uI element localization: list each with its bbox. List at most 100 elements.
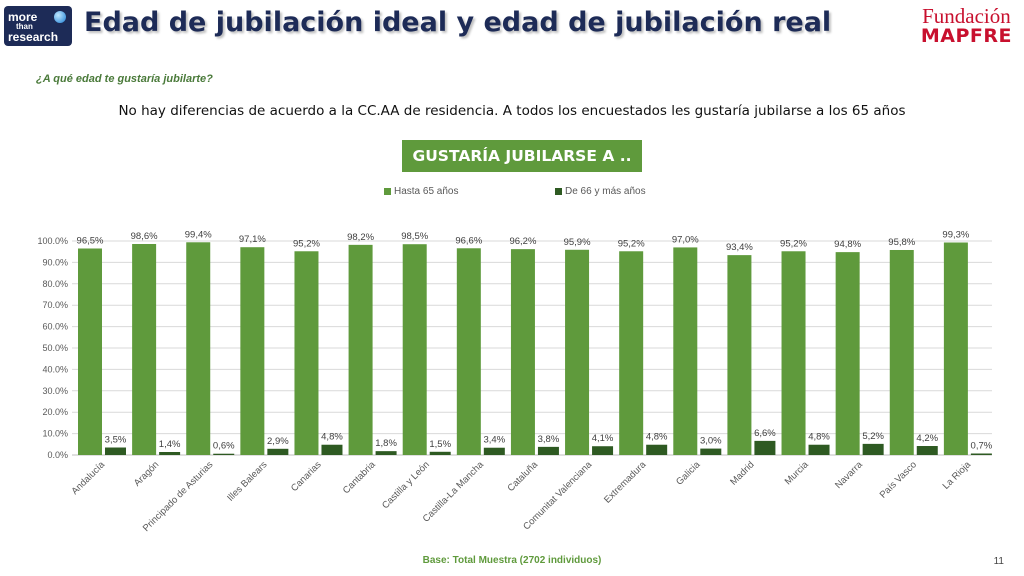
- y-tick-label: 30.0%: [42, 386, 68, 396]
- data-label: 3,0%: [700, 436, 722, 447]
- x-tick-label: Extremadura: [602, 459, 649, 506]
- brand-line-2: MAPFRE: [920, 25, 1012, 47]
- logo-line-1: more: [8, 10, 38, 24]
- bar-de-66-mas: [754, 440, 776, 455]
- x-tick-label: Cataluña: [505, 459, 540, 494]
- bar-de-66-mas: [916, 446, 938, 455]
- bar-de-66-mas: [483, 447, 505, 455]
- bar-de-66-mas: [700, 448, 722, 455]
- bar-hasta-65: [132, 243, 157, 455]
- bar-hasta-65: [348, 244, 373, 455]
- data-label: 94,8%: [834, 239, 861, 250]
- data-label: 97,0%: [672, 234, 699, 245]
- data-label: 96,2%: [509, 236, 536, 247]
- bar-de-66-mas: [970, 453, 992, 455]
- brand-line-1: Fundación: [922, 4, 1011, 28]
- x-tick-label: País Vasco: [878, 459, 919, 500]
- data-label: 99,3%: [942, 229, 969, 240]
- bar-de-66-mas: [159, 452, 181, 455]
- x-tick-label: Galicia: [674, 459, 703, 488]
- data-label: 95,9%: [564, 237, 591, 248]
- bar-de-66-mas: [646, 444, 668, 455]
- data-label: 95,2%: [780, 238, 807, 249]
- data-label: 1,8%: [375, 438, 397, 449]
- data-label: 4,8%: [646, 432, 668, 443]
- bar-de-66-mas: [213, 453, 235, 455]
- x-tick-label: Navarra: [833, 459, 865, 491]
- slide-title: Edad de jubilación ideal y edad de jubil…: [84, 7, 832, 38]
- bar-hasta-65: [943, 242, 968, 455]
- y-tick-label: 100.0%: [37, 236, 68, 246]
- y-tick-label: 70.0%: [42, 300, 68, 310]
- data-label: 95,8%: [888, 237, 915, 248]
- data-label: 99,4%: [185, 229, 212, 240]
- bar-de-66-mas: [537, 446, 559, 455]
- legend-label: Hasta 65 años: [394, 186, 459, 197]
- data-label: 96,5%: [77, 235, 104, 246]
- data-label: 98,6%: [131, 231, 158, 242]
- data-label: 0,6%: [213, 441, 235, 452]
- bar-hasta-65: [835, 252, 860, 455]
- bar-hasta-65: [294, 251, 319, 455]
- y-tick-label: 50.0%: [42, 343, 68, 353]
- key-finding: No hay diferencias de acuerdo a la CC.AA…: [118, 103, 906, 119]
- data-label: 96,6%: [455, 235, 482, 246]
- y-tick-label: 80.0%: [42, 279, 68, 289]
- x-tick-label: Andalucía: [70, 459, 108, 497]
- bar-de-66-mas: [592, 446, 614, 455]
- data-label: 3,8%: [538, 434, 560, 445]
- bar-hasta-65: [240, 247, 265, 455]
- data-label: 98,5%: [401, 231, 428, 242]
- bar-de-66-mas: [808, 444, 830, 455]
- bar-de-66-mas: [267, 448, 289, 455]
- logo-line-3: research: [8, 30, 59, 44]
- bar-hasta-65: [889, 249, 914, 455]
- bar-hasta-65: [781, 251, 806, 455]
- page-number: 11: [993, 556, 1004, 567]
- y-tick-label: 20.0%: [42, 407, 68, 417]
- y-tick-label: 0.0%: [47, 450, 68, 460]
- bar-de-66-mas: [862, 443, 884, 455]
- y-tick-label: 40.0%: [42, 364, 68, 374]
- y-tick-label: 60.0%: [42, 322, 68, 332]
- bar-hasta-65: [402, 244, 427, 455]
- bar-de-66-mas: [105, 447, 126, 455]
- y-tick-label: 10.0%: [42, 429, 68, 439]
- x-tick-label: La Rioja: [941, 459, 974, 492]
- bar-hasta-65: [565, 249, 590, 455]
- bar-hasta-65: [510, 249, 535, 455]
- bar-hasta-65: [456, 248, 481, 455]
- data-label: 2,9%: [267, 436, 289, 447]
- data-label: 95,2%: [618, 238, 645, 249]
- x-tick-label: Aragón: [132, 459, 161, 488]
- bar-hasta-65: [727, 255, 752, 455]
- x-tick-label: Murcia: [783, 459, 811, 487]
- bar-de-66-mas: [321, 444, 343, 455]
- globe-icon: [54, 11, 66, 23]
- x-tick-label: Madrid: [728, 459, 756, 487]
- data-label: 1,5%: [429, 439, 451, 450]
- bar-de-66-mas: [375, 451, 397, 455]
- data-label: 3,4%: [483, 435, 505, 446]
- data-label: 3,5%: [105, 435, 127, 446]
- data-label: 97,1%: [239, 234, 266, 245]
- more-than-research-logo: more than research: [4, 6, 72, 46]
- data-label: 4,1%: [592, 433, 614, 444]
- y-tick-label: 90.0%: [42, 257, 68, 267]
- data-label: 5,2%: [862, 431, 884, 442]
- x-tick-label: Castilla-La Mancha: [421, 459, 487, 525]
- data-label: 98,2%: [347, 232, 374, 243]
- data-label: 4,8%: [808, 432, 830, 443]
- fundacion-mapfre-logo: Fundación MAPFRE: [921, 6, 1012, 47]
- x-tick-label: Castilla y León: [380, 459, 432, 511]
- bar-hasta-65: [186, 242, 211, 455]
- logo-line-2: than: [16, 22, 33, 31]
- bar-hasta-65: [619, 251, 644, 455]
- data-label: 6,6%: [754, 428, 776, 439]
- data-label: 4,8%: [321, 432, 343, 443]
- data-label: 93,4%: [726, 242, 753, 253]
- sample-base-note: Base: Total Muestra (2702 individuos): [422, 555, 602, 566]
- data-label: 95,2%: [293, 238, 320, 249]
- bar-de-66-mas: [429, 451, 451, 455]
- bar-hasta-65: [78, 248, 102, 455]
